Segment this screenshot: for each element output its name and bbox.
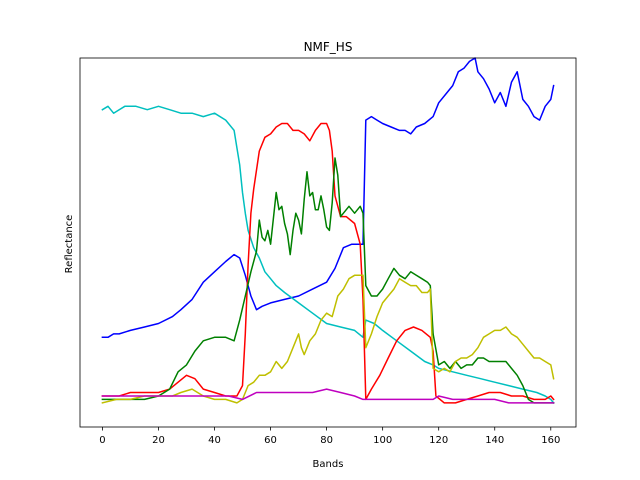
x-tick-label: 40	[208, 435, 221, 446]
x-tick-label: 20	[152, 435, 165, 446]
series-line-4	[101, 157, 555, 404]
series-line-5	[101, 274, 555, 404]
x-axis-label: Bands	[313, 459, 344, 470]
plot-area	[101, 57, 555, 404]
y-axis-label: Reflectance	[64, 215, 75, 274]
x-tick-label: 80	[320, 435, 333, 446]
x-tick-label: 120	[429, 435, 448, 446]
x-tick-label: 100	[373, 435, 392, 446]
series-line-6	[101, 388, 555, 404]
x-tick-label: 160	[541, 435, 560, 446]
x-tick-label: 0	[99, 435, 105, 446]
x-axis: 0 20 40 60 80 100 120 140 160	[99, 427, 560, 446]
series-line-3	[101, 122, 555, 404]
plot-frame	[79, 57, 577, 428]
series-line-2	[101, 105, 555, 404]
chart-title: NMF_HS	[304, 40, 353, 54]
x-tick-label: 60	[264, 435, 277, 446]
series-line-1	[101, 57, 555, 339]
x-tick-label: 140	[485, 435, 504, 446]
